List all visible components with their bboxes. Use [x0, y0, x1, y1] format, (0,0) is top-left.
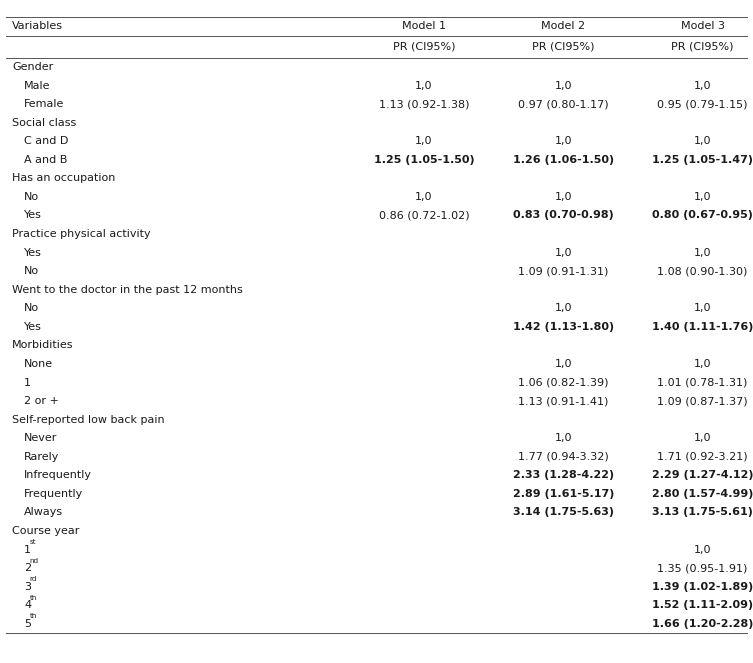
Text: 3.14 (1.75-5.63): 3.14 (1.75-5.63)	[513, 507, 614, 518]
Text: 1.39 (1.02-1.89): 1.39 (1.02-1.89)	[652, 581, 753, 592]
Text: 1.71 (0.92-3.21): 1.71 (0.92-3.21)	[657, 452, 748, 462]
Text: 2.80 (1.57-4.99): 2.80 (1.57-4.99)	[652, 489, 753, 499]
Text: 1,0: 1,0	[415, 80, 433, 91]
Text: 1.77 (0.94-3.32): 1.77 (0.94-3.32)	[518, 452, 608, 462]
Text: 1.52 (1.11-2.09): 1.52 (1.11-2.09)	[652, 600, 753, 611]
Text: 0.97 (0.80-1.17): 0.97 (0.80-1.17)	[518, 99, 608, 109]
Text: No: No	[24, 303, 39, 314]
Text: 1.35 (0.95-1.91): 1.35 (0.95-1.91)	[657, 563, 748, 573]
Text: 1,0: 1,0	[694, 80, 712, 91]
Text: 2: 2	[24, 563, 31, 573]
Text: Male: Male	[24, 80, 50, 91]
Text: 1.25 (1.05-1.47): 1.25 (1.05-1.47)	[652, 154, 753, 165]
Text: 0.86 (0.72-1.02): 0.86 (0.72-1.02)	[379, 210, 469, 221]
Text: 1,0: 1,0	[694, 359, 712, 369]
Text: Model 3: Model 3	[681, 21, 724, 31]
Text: 0.95 (0.79-1.15): 0.95 (0.79-1.15)	[657, 99, 748, 109]
Text: Gender: Gender	[12, 62, 53, 72]
Text: 1,0: 1,0	[554, 80, 572, 91]
Text: 1,0: 1,0	[554, 303, 572, 314]
Text: Yes: Yes	[24, 210, 42, 221]
Text: 2 or +: 2 or +	[24, 396, 59, 406]
Text: PR (CI95%): PR (CI95%)	[671, 42, 734, 52]
Text: 1,0: 1,0	[415, 136, 433, 147]
Text: 1,0: 1,0	[554, 359, 572, 369]
Text: Social class: Social class	[12, 117, 76, 128]
Text: 0.83 (0.70-0.98): 0.83 (0.70-0.98)	[513, 210, 614, 221]
Text: 1.13 (0.91-1.41): 1.13 (0.91-1.41)	[518, 396, 608, 406]
Text: PR (CI95%): PR (CI95%)	[392, 42, 456, 52]
Text: 1,0: 1,0	[415, 192, 433, 202]
Text: 1: 1	[24, 544, 31, 555]
Text: No: No	[24, 266, 39, 276]
Text: Morbidities: Morbidities	[12, 340, 74, 351]
Text: 1,0: 1,0	[694, 136, 712, 147]
Text: 4: 4	[24, 600, 31, 611]
Text: 1.66 (1.20-2.28): 1.66 (1.20-2.28)	[652, 619, 753, 629]
Text: 1,0: 1,0	[694, 433, 712, 444]
Text: th: th	[29, 595, 37, 601]
Text: 1.26 (1.06-1.50): 1.26 (1.06-1.50)	[513, 154, 614, 165]
Text: 1.01 (0.78-1.31): 1.01 (0.78-1.31)	[657, 377, 748, 388]
Text: 1,0: 1,0	[554, 136, 572, 147]
Text: 1.08 (0.90-1.30): 1.08 (0.90-1.30)	[657, 266, 748, 276]
Text: 1.13 (0.92-1.38): 1.13 (0.92-1.38)	[379, 99, 469, 109]
Text: No: No	[24, 192, 39, 202]
Text: 1.40 (1.11-1.76): 1.40 (1.11-1.76)	[652, 322, 753, 332]
Text: 1,0: 1,0	[554, 192, 572, 202]
Text: 1,0: 1,0	[554, 433, 572, 444]
Text: C and D: C and D	[24, 136, 69, 147]
Text: A and B: A and B	[24, 154, 68, 165]
Text: Always: Always	[24, 507, 63, 518]
Text: 1,0: 1,0	[694, 303, 712, 314]
Text: 3.13 (1.75-5.61): 3.13 (1.75-5.61)	[652, 507, 753, 518]
Text: 1.25 (1.05-1.50): 1.25 (1.05-1.50)	[373, 154, 474, 165]
Text: 1.42 (1.13-1.80): 1.42 (1.13-1.80)	[513, 322, 614, 332]
Text: st: st	[29, 539, 36, 545]
Text: Has an occupation: Has an occupation	[12, 173, 115, 184]
Text: Infrequently: Infrequently	[24, 470, 92, 481]
Text: 1,0: 1,0	[694, 247, 712, 258]
Text: 1,0: 1,0	[694, 192, 712, 202]
Text: 2.29 (1.27-4.12): 2.29 (1.27-4.12)	[652, 470, 753, 481]
Text: Frequently: Frequently	[24, 489, 84, 499]
Text: Self-reported low back pain: Self-reported low back pain	[12, 414, 165, 425]
Text: 0.80 (0.67-0.95): 0.80 (0.67-0.95)	[652, 210, 753, 221]
Text: Model 1: Model 1	[402, 21, 446, 31]
Text: None: None	[24, 359, 53, 369]
Text: Rarely: Rarely	[24, 452, 59, 462]
Text: 2.33 (1.28-4.22): 2.33 (1.28-4.22)	[513, 470, 614, 481]
Text: 3: 3	[24, 581, 31, 592]
Text: Yes: Yes	[24, 247, 42, 258]
Text: 2.89 (1.61-5.17): 2.89 (1.61-5.17)	[513, 489, 614, 499]
Text: 1,0: 1,0	[554, 247, 572, 258]
Text: Went to the doctor in the past 12 months: Went to the doctor in the past 12 months	[12, 284, 242, 295]
Text: th: th	[29, 613, 37, 619]
Text: nd: nd	[29, 558, 38, 564]
Text: 1.09 (0.87-1.37): 1.09 (0.87-1.37)	[657, 396, 748, 406]
Text: PR (CI95%): PR (CI95%)	[532, 42, 595, 52]
Text: Course year: Course year	[12, 526, 79, 536]
Text: 1.09 (0.91-1.31): 1.09 (0.91-1.31)	[518, 266, 608, 276]
Text: rd: rd	[29, 576, 37, 582]
Text: Practice physical activity: Practice physical activity	[12, 229, 151, 239]
Text: Female: Female	[24, 99, 65, 109]
Text: Model 2: Model 2	[541, 21, 585, 31]
Text: 1.06 (0.82-1.39): 1.06 (0.82-1.39)	[518, 377, 608, 388]
Text: 1: 1	[24, 377, 31, 388]
Text: 5: 5	[24, 619, 31, 629]
Text: 1,0: 1,0	[694, 544, 712, 555]
Text: Variables: Variables	[12, 21, 63, 31]
Text: Never: Never	[24, 433, 57, 444]
Text: Yes: Yes	[24, 322, 42, 332]
